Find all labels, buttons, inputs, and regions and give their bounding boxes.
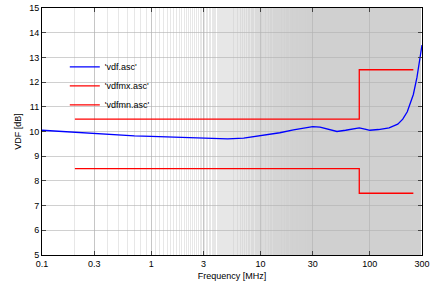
- svg-text:7: 7: [34, 201, 39, 211]
- svg-text:0.1: 0.1: [36, 259, 49, 269]
- svg-text:Frequency [MHz]: Frequency [MHz]: [198, 271, 267, 281]
- svg-text:15: 15: [29, 3, 39, 13]
- svg-text:300: 300: [414, 259, 429, 269]
- svg-text:11: 11: [30, 102, 39, 112]
- svg-text:13: 13: [29, 53, 39, 63]
- svg-text:14: 14: [29, 28, 39, 38]
- svg-text:3: 3: [201, 259, 206, 269]
- svg-text:'vdfmn.asc': 'vdfmn.asc': [105, 100, 150, 110]
- svg-text:12: 12: [29, 77, 39, 87]
- svg-text:5: 5: [34, 250, 39, 260]
- svg-text:9: 9: [34, 151, 39, 161]
- svg-text:0.3: 0.3: [88, 259, 101, 269]
- svg-text:1: 1: [149, 259, 154, 269]
- svg-text:'vdf.asc': 'vdf.asc': [105, 62, 137, 72]
- svg-text:6: 6: [34, 225, 39, 235]
- svg-text:10: 10: [256, 259, 266, 269]
- svg-text:30: 30: [308, 259, 318, 269]
- svg-text:8: 8: [34, 176, 39, 186]
- svg-text:'vdfmx.asc': 'vdfmx.asc': [105, 81, 149, 91]
- svg-text:100: 100: [362, 259, 377, 269]
- svg-text:10: 10: [29, 127, 39, 137]
- svg-text:VDF [dB]: VDF [dB]: [13, 113, 23, 150]
